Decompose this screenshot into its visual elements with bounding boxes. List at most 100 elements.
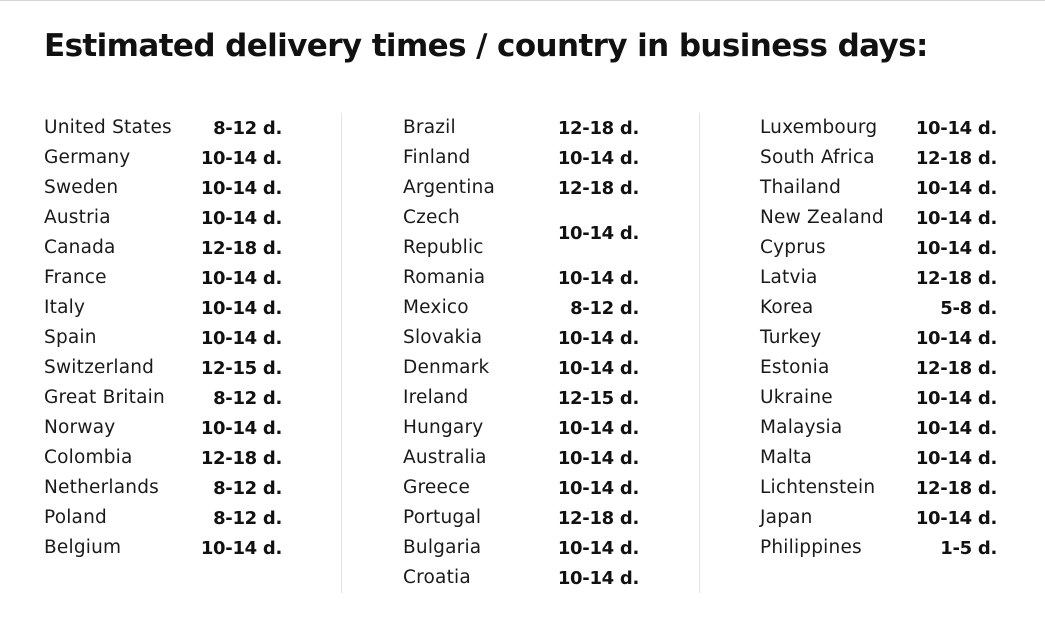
delivery-row: Luxembourg 10-14 d.: [760, 113, 997, 143]
delivery-row: France 10-14 d.: [44, 263, 282, 293]
delivery-days: 12-18 d.: [557, 117, 639, 139]
delivery-row: Slovakia 10-14 d.: [403, 323, 639, 353]
delivery-row: Cyprus 10-14 d.: [760, 233, 997, 263]
country-name: Czech Republic: [403, 207, 484, 258]
country-column-3: Luxembourg 10-14 d. South Africa 12-18 d. Th…: [760, 113, 997, 563]
delivery-row: Denmark 10-14 d.: [403, 353, 639, 383]
country-name: Romania: [403, 267, 486, 288]
delivery-row: Latvia 12-18 d.: [760, 263, 997, 293]
delivery-days: 10-14 d.: [915, 327, 997, 349]
country-name: Italy: [44, 297, 86, 318]
country-name: Argentina: [403, 177, 496, 198]
delivery-days: 1-5 d.: [940, 537, 997, 559]
country-column-2: Brazil 12-18 d. Finland 10-14 d. Argentina 12…: [403, 113, 639, 593]
delivery-row: Canada 12-18 d.: [44, 233, 282, 263]
delivery-days: 12-18 d.: [915, 267, 997, 289]
delivery-row: Romania 10-14 d.: [403, 263, 639, 293]
country-name: Belgium: [44, 537, 122, 558]
delivery-days: 12-18 d.: [200, 447, 282, 469]
country-name: Ireland: [403, 387, 469, 408]
country-column-1: United States 8-12 d. Germany 10-14 d. Swede…: [44, 113, 282, 563]
delivery-days: 12-18 d.: [200, 237, 282, 259]
country-name: New Zealand: [760, 207, 884, 228]
delivery-days: 10-14 d.: [557, 447, 639, 469]
delivery-days: 10-14 d.: [557, 327, 639, 349]
country-name: Switzerland: [44, 357, 155, 378]
delivery-days: 10-14 d.: [557, 357, 639, 379]
delivery-days: 10-14 d.: [200, 417, 282, 439]
country-name: Sweden: [44, 177, 119, 198]
delivery-row: Belgium 10-14 d.: [44, 533, 282, 563]
delivery-row: Thailand 10-14 d.: [760, 173, 997, 203]
delivery-row: Ireland 12-15 d.: [403, 383, 639, 413]
country-name: Spain: [44, 327, 97, 348]
delivery-days: 12-18 d.: [915, 357, 997, 379]
country-name: Brazil: [403, 117, 456, 138]
delivery-days: 10-14 d.: [557, 147, 639, 169]
country-name: Poland: [44, 507, 107, 528]
delivery-days: 10-14 d.: [200, 297, 282, 319]
country-name: Denmark: [403, 357, 490, 378]
delivery-days: 10-14 d.: [915, 177, 997, 199]
delivery-row: Poland 8-12 d.: [44, 503, 282, 533]
delivery-days: 10-14 d.: [915, 207, 997, 229]
country-name: Norway: [44, 417, 116, 438]
delivery-days: 10-14 d.: [557, 537, 639, 559]
delivery-days: 10-14 d.: [557, 222, 639, 244]
delivery-row: Sweden 10-14 d.: [44, 173, 282, 203]
country-name: Japan: [760, 507, 813, 528]
delivery-days: 10-14 d.: [557, 567, 639, 589]
delivery-row: Greece 10-14 d.: [403, 473, 639, 503]
country-name: Croatia: [403, 567, 471, 588]
country-name: Lichtenstein: [760, 477, 876, 498]
column-divider: [699, 113, 700, 593]
delivery-row: United States 8-12 d.: [44, 113, 282, 143]
delivery-days: 10-14 d.: [915, 447, 997, 469]
delivery-days: 8-12 d.: [213, 507, 282, 529]
country-name: Bulgaria: [403, 537, 482, 558]
delivery-days: 10-14 d.: [200, 147, 282, 169]
country-name: United States: [44, 117, 172, 138]
delivery-days: 5-8 d.: [940, 297, 997, 319]
delivery-row: Malta 10-14 d.: [760, 443, 997, 473]
delivery-days: 10-14 d.: [915, 507, 997, 529]
delivery-row: Turkey 10-14 d.: [760, 323, 997, 353]
delivery-days: 8-12 d.: [213, 387, 282, 409]
delivery-row: South Africa 12-18 d.: [760, 143, 997, 173]
country-name: Estonia: [760, 357, 830, 378]
delivery-row: Spain 10-14 d.: [44, 323, 282, 353]
delivery-row: Estonia 12-18 d.: [760, 353, 997, 383]
country-name: Germany: [44, 147, 131, 168]
delivery-days: 10-14 d.: [557, 267, 639, 289]
delivery-days: 12-15 d.: [557, 387, 639, 409]
country-name: Greece: [403, 477, 471, 498]
delivery-days: 10-14 d.: [915, 117, 997, 139]
delivery-days: 10-14 d.: [200, 267, 282, 289]
country-name: Luxembourg: [760, 117, 878, 138]
delivery-row: Norway 10-14 d.: [44, 413, 282, 443]
delivery-row: Croatia 10-14 d.: [403, 563, 639, 593]
delivery-days: 12-18 d.: [557, 177, 639, 199]
country-name: France: [44, 267, 107, 288]
page-title: Estimated delivery times / country in bu…: [44, 28, 928, 64]
delivery-row: Australia 10-14 d.: [403, 443, 639, 473]
country-name: South Africa: [760, 147, 875, 168]
delivery-days: 12-18 d.: [915, 477, 997, 499]
delivery-days: 8-12 d.: [213, 117, 282, 139]
delivery-days: 10-14 d.: [915, 237, 997, 259]
delivery-days: 8-12 d.: [570, 297, 639, 319]
country-name: Netherlands: [44, 477, 159, 498]
delivery-days: 10-14 d.: [200, 177, 282, 199]
country-name: Turkey: [760, 327, 822, 348]
delivery-days: 12-18 d.: [557, 507, 639, 529]
delivery-row: Austria 10-14 d.: [44, 203, 282, 233]
country-name: Mexico: [403, 297, 469, 318]
delivery-days: 10-14 d.: [557, 477, 639, 499]
country-name: Finland: [403, 147, 471, 168]
country-name: Korea: [760, 297, 814, 318]
delivery-row: Italy 10-14 d.: [44, 293, 282, 323]
delivery-days: 8-12 d.: [213, 477, 282, 499]
country-name: Slovakia: [403, 327, 483, 348]
delivery-row: Switzerland 12-15 d.: [44, 353, 282, 383]
delivery-row: Korea 5-8 d.: [760, 293, 997, 323]
